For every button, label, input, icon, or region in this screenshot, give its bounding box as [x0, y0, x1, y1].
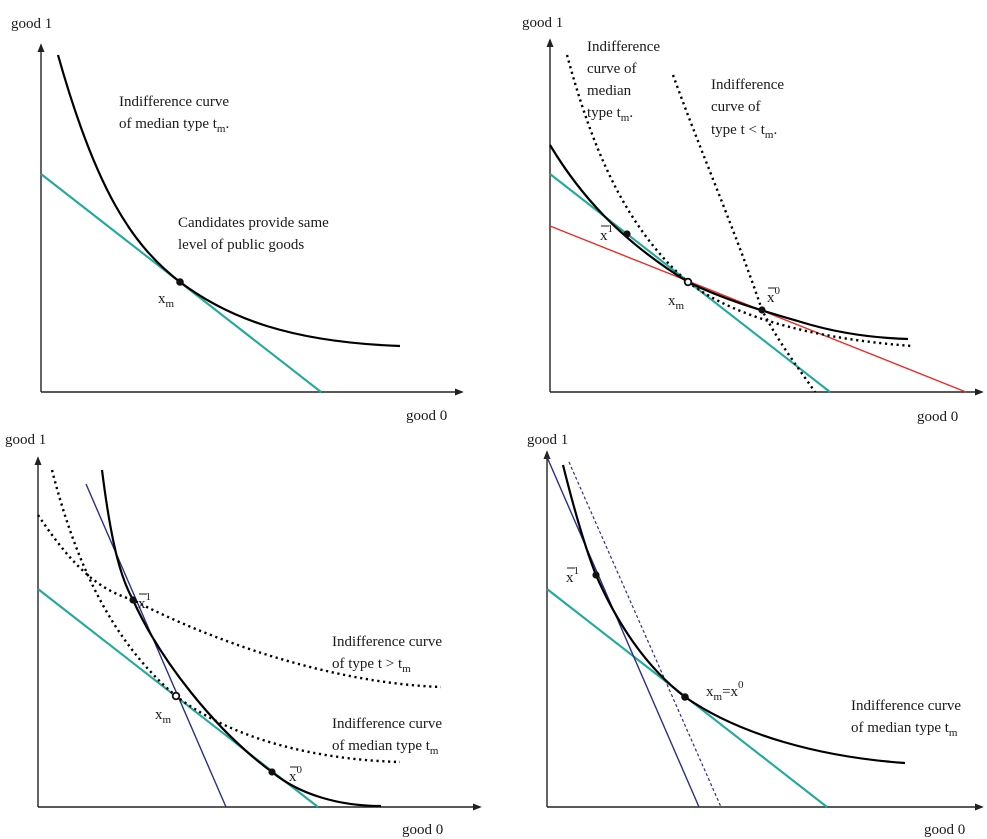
- x-axis-label: good 0: [924, 822, 965, 838]
- median-curve-label-line1: Indifference curve: [332, 716, 442, 732]
- x-axis-label: good 0: [406, 408, 447, 424]
- x-axis-label: good 0: [917, 409, 958, 425]
- x-bar-1-point: [623, 230, 631, 238]
- candidate-policy-line-shifted: [568, 461, 722, 808]
- indifference-curve-high-type: [37, 514, 442, 689]
- curve-label-line1: Indifference curve: [851, 698, 961, 714]
- xm-label: xm: [158, 291, 175, 310]
- indifference-curve-median: [561, 464, 906, 765]
- curve-label-line2: of median type tm: [851, 720, 958, 739]
- x-bar-0-point: [758, 306, 766, 314]
- median-curve-label-line1: Indifference: [587, 39, 660, 55]
- indifference-curve-candidate: [549, 144, 909, 341]
- curve-label-line1: Indifference curve: [119, 94, 229, 110]
- y-axis-label: good 1: [527, 432, 568, 448]
- x-axis-label: good 0: [402, 822, 443, 838]
- x-bar-1-point: [592, 571, 600, 579]
- x-bar-1-label: x1: [600, 223, 613, 244]
- candidates-label-line1: Candidates provide same: [178, 215, 329, 231]
- x-bar-1-label: x1: [138, 591, 151, 612]
- y-axis-label: good 1: [11, 16, 52, 32]
- curve-label-line2: of median type tm.: [119, 116, 229, 135]
- svg-text:x0: x0: [767, 285, 781, 306]
- median-curve-label-line3: median: [587, 83, 632, 99]
- xm-label: xm: [155, 707, 172, 726]
- low-type-label-line2: curve of: [711, 99, 761, 115]
- median-curve-label-line2: curve of: [587, 61, 637, 77]
- candidate-policy-line: [85, 483, 227, 808]
- y-axis-label: good 1: [5, 432, 46, 448]
- median-optimum-point: [683, 277, 693, 287]
- candidates-label-line2: level of public goods: [178, 237, 304, 253]
- x-bar-0-point: [268, 768, 276, 776]
- panel-bottom-right: good 1 good 0 x1 xm=x0 Indifference curv…: [527, 432, 984, 838]
- indifference-curve-low-type: [671, 74, 816, 393]
- median-optimum-point: [171, 691, 181, 701]
- svg-text:x1: x1: [138, 591, 151, 612]
- svg-text:x1: x1: [600, 223, 613, 244]
- panel-top-left: good 1 good 0 Indifference curve of medi…: [11, 16, 464, 424]
- median-optimum-point: [681, 693, 689, 701]
- high-type-label-line2: of type t > tm: [332, 656, 411, 675]
- panel-top-right: good 1 good 0 Indifference curve of medi…: [522, 15, 984, 425]
- xm-label: xm: [668, 293, 685, 312]
- x-bar-1-point: [129, 596, 137, 604]
- svg-text:x1: x1: [566, 565, 579, 586]
- x-bar-0-label: x0: [289, 764, 303, 785]
- indifference-curve-candidate: [100, 469, 382, 808]
- candidate-policy-line: [546, 456, 700, 808]
- xm-equals-x0-label: xm=x0: [706, 679, 744, 703]
- median-curve-label-line2: of median type tm: [332, 738, 439, 757]
- low-type-label-line1: Indifference: [711, 77, 784, 93]
- median-curve-label-line4: type tm.: [587, 105, 633, 124]
- low-type-label-line3: type t < tm.: [711, 122, 777, 141]
- high-type-label-line1: Indifference curve: [332, 634, 442, 650]
- median-optimum-point: [176, 278, 184, 286]
- y-axis-label: good 1: [522, 15, 563, 31]
- svg-text:x0: x0: [289, 764, 303, 785]
- panel-bottom-left: good 1 good 0 Indifference curve of type…: [5, 432, 482, 838]
- x-bar-0-label: x0: [767, 285, 781, 306]
- x-bar-1-label: x1: [566, 565, 579, 586]
